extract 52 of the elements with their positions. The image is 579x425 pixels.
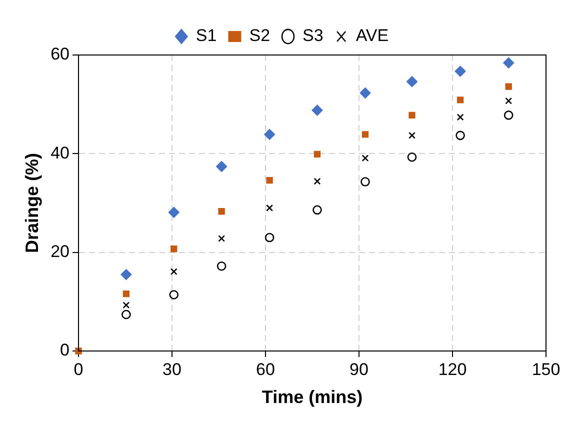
point (362, 131, 369, 138)
point (122, 290, 130, 298)
y-axis-title: Drainge (%) (22, 152, 42, 254)
x-tick-label: 120 (438, 360, 467, 379)
point (454, 66, 466, 77)
point (408, 112, 416, 119)
point (312, 205, 322, 215)
x-axis-title: Time (mins) (262, 387, 363, 408)
legend-label: S2 (249, 26, 270, 46)
point (266, 176, 273, 184)
point (407, 152, 417, 162)
point (362, 154, 369, 162)
x-tick-label: 0 (74, 360, 84, 379)
point (169, 290, 179, 300)
point (456, 130, 465, 140)
legend-label: S1 (196, 26, 217, 46)
y-tick-label: 0 (60, 340, 70, 360)
point (216, 261, 226, 271)
x-tick-label: 30 (162, 360, 182, 379)
point (505, 97, 512, 104)
point (456, 114, 464, 121)
point (122, 310, 131, 320)
point (170, 268, 178, 276)
point (218, 235, 226, 242)
x-tick-label: 150 (532, 360, 560, 379)
point (406, 76, 418, 88)
point (264, 128, 276, 140)
point (264, 232, 274, 242)
point (266, 204, 274, 212)
point (312, 104, 323, 116)
x-tick-label: 90 (350, 360, 368, 379)
point (216, 160, 228, 172)
point (504, 110, 514, 120)
y-tick-label: 40 (50, 143, 70, 162)
point (408, 132, 416, 139)
legend-label: S3 (302, 26, 324, 46)
point (218, 208, 225, 215)
point (360, 87, 371, 98)
x-tick-label: 60 (256, 360, 275, 379)
point (314, 150, 321, 158)
point (122, 302, 130, 309)
point (120, 269, 132, 280)
point (503, 57, 514, 68)
point (168, 206, 180, 218)
legend-label: AVE (356, 26, 389, 46)
y-tick-label: 60 (50, 44, 70, 64)
point (505, 83, 512, 90)
y-tick-label: 20 (50, 242, 70, 262)
point (360, 177, 370, 186)
point (170, 246, 178, 252)
point (314, 178, 321, 185)
point (456, 96, 464, 104)
